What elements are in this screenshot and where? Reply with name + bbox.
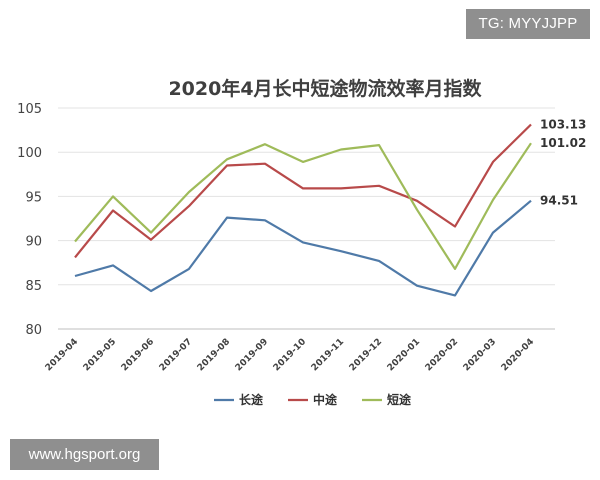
end-value-label: 101.02 [540,136,586,150]
series-line-2 [74,142,532,270]
legend: 长途 中途 短途 [214,392,412,407]
x-axis: 2019-04 2019-05 2019-06 2019-07 2019-08 2019-… [44,337,536,373]
x-tick-label: 2020-04 [500,337,536,373]
end-labels: 94.51 103.13 101.02 [540,118,586,208]
y-tick-label: 90 [25,235,42,250]
x-tick-label: 2019-08 [196,337,232,373]
y-tick-label: 105 [17,102,42,117]
chart-title: 2020年4月长中短途物流效率月指数 [168,77,482,100]
legend-label: 短途 [387,392,412,407]
x-tick-label: 2019-07 [158,337,194,373]
x-tick-label: 2019-04 [44,337,80,373]
y-axis: 80 85 90 95 100 105 [17,102,42,338]
x-tick-label: 2019-12 [348,337,384,373]
legend-label: 长途 [239,392,264,407]
y-tick-label: 85 [25,279,42,294]
x-tick-label: 2019-09 [234,337,270,373]
x-tick-label: 2019-06 [120,337,156,373]
x-tick-label: 2019-11 [310,337,346,373]
x-tick-label: 2019-05 [82,337,118,373]
series-lines [74,123,532,297]
legend-label: 中途 [313,392,338,407]
chart-grid [58,107,555,330]
x-tick-label: 2020-03 [462,337,498,373]
site-watermark: www.hgsport.org [10,439,159,470]
x-tick-label: 2020-01 [386,337,422,373]
y-tick-label: 95 [25,190,42,205]
end-value-label: 103.13 [540,118,586,132]
y-tick-label: 80 [25,323,42,338]
x-tick-label: 2020-02 [424,337,460,373]
x-tick-label: 2019-10 [272,337,308,373]
y-tick-label: 100 [17,146,42,161]
series-line-1 [74,123,532,259]
end-value-label: 94.51 [540,194,578,208]
tg-watermark: TG: MYYJJPP [466,9,590,39]
